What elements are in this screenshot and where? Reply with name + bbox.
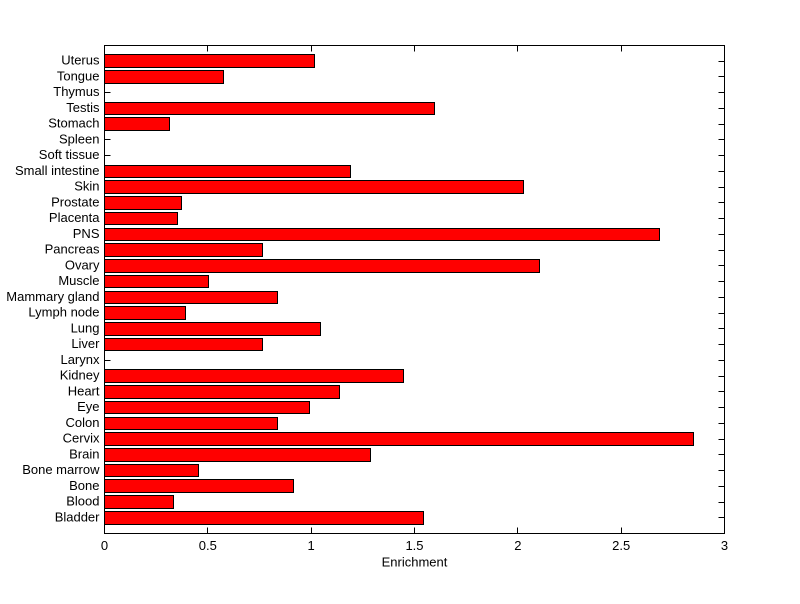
svg-text:Blood: Blood xyxy=(66,494,99,509)
svg-text:Tongue: Tongue xyxy=(57,68,100,83)
svg-text:1.5: 1.5 xyxy=(405,538,423,553)
svg-text:2: 2 xyxy=(514,538,521,553)
svg-text:0.5: 0.5 xyxy=(199,538,217,553)
svg-text:PNS: PNS xyxy=(73,226,100,241)
svg-text:Heart: Heart xyxy=(68,383,100,398)
svg-text:Muscle: Muscle xyxy=(58,273,99,288)
svg-text:3: 3 xyxy=(721,538,728,553)
svg-text:Prostate: Prostate xyxy=(51,194,99,209)
svg-text:Testis: Testis xyxy=(66,100,100,115)
svg-text:1: 1 xyxy=(308,538,315,553)
svg-text:Uterus: Uterus xyxy=(61,53,100,68)
svg-text:Liver: Liver xyxy=(71,336,100,351)
svg-text:Ovary: Ovary xyxy=(65,257,100,272)
svg-text:Stomach: Stomach xyxy=(48,116,99,131)
svg-text:Placenta: Placenta xyxy=(49,210,100,225)
svg-text:Mammary gland: Mammary gland xyxy=(6,289,99,304)
svg-text:0: 0 xyxy=(101,538,108,553)
svg-text:Kidney: Kidney xyxy=(60,368,100,383)
svg-text:Soft tissue: Soft tissue xyxy=(39,147,100,162)
svg-text:Skin: Skin xyxy=(74,179,99,194)
svg-text:Enrichment: Enrichment xyxy=(382,555,448,570)
svg-text:Cervix: Cervix xyxy=(63,431,100,446)
svg-text:Eye: Eye xyxy=(77,399,99,414)
svg-text:Larynx: Larynx xyxy=(60,352,100,367)
svg-text:2.5: 2.5 xyxy=(612,538,630,553)
svg-text:Pancreas: Pancreas xyxy=(45,242,100,257)
svg-text:Bladder: Bladder xyxy=(55,509,100,524)
svg-text:Colon: Colon xyxy=(66,415,100,430)
svg-text:Small intestine: Small intestine xyxy=(15,163,100,178)
svg-text:Thymus: Thymus xyxy=(53,84,100,99)
svg-text:Brain: Brain xyxy=(69,446,99,461)
svg-text:Lung: Lung xyxy=(71,320,100,335)
svg-text:Bone: Bone xyxy=(69,478,99,493)
svg-text:Spleen: Spleen xyxy=(59,131,99,146)
svg-text:Lymph node: Lymph node xyxy=(28,305,99,320)
svg-text:Bone marrow: Bone marrow xyxy=(22,462,100,477)
